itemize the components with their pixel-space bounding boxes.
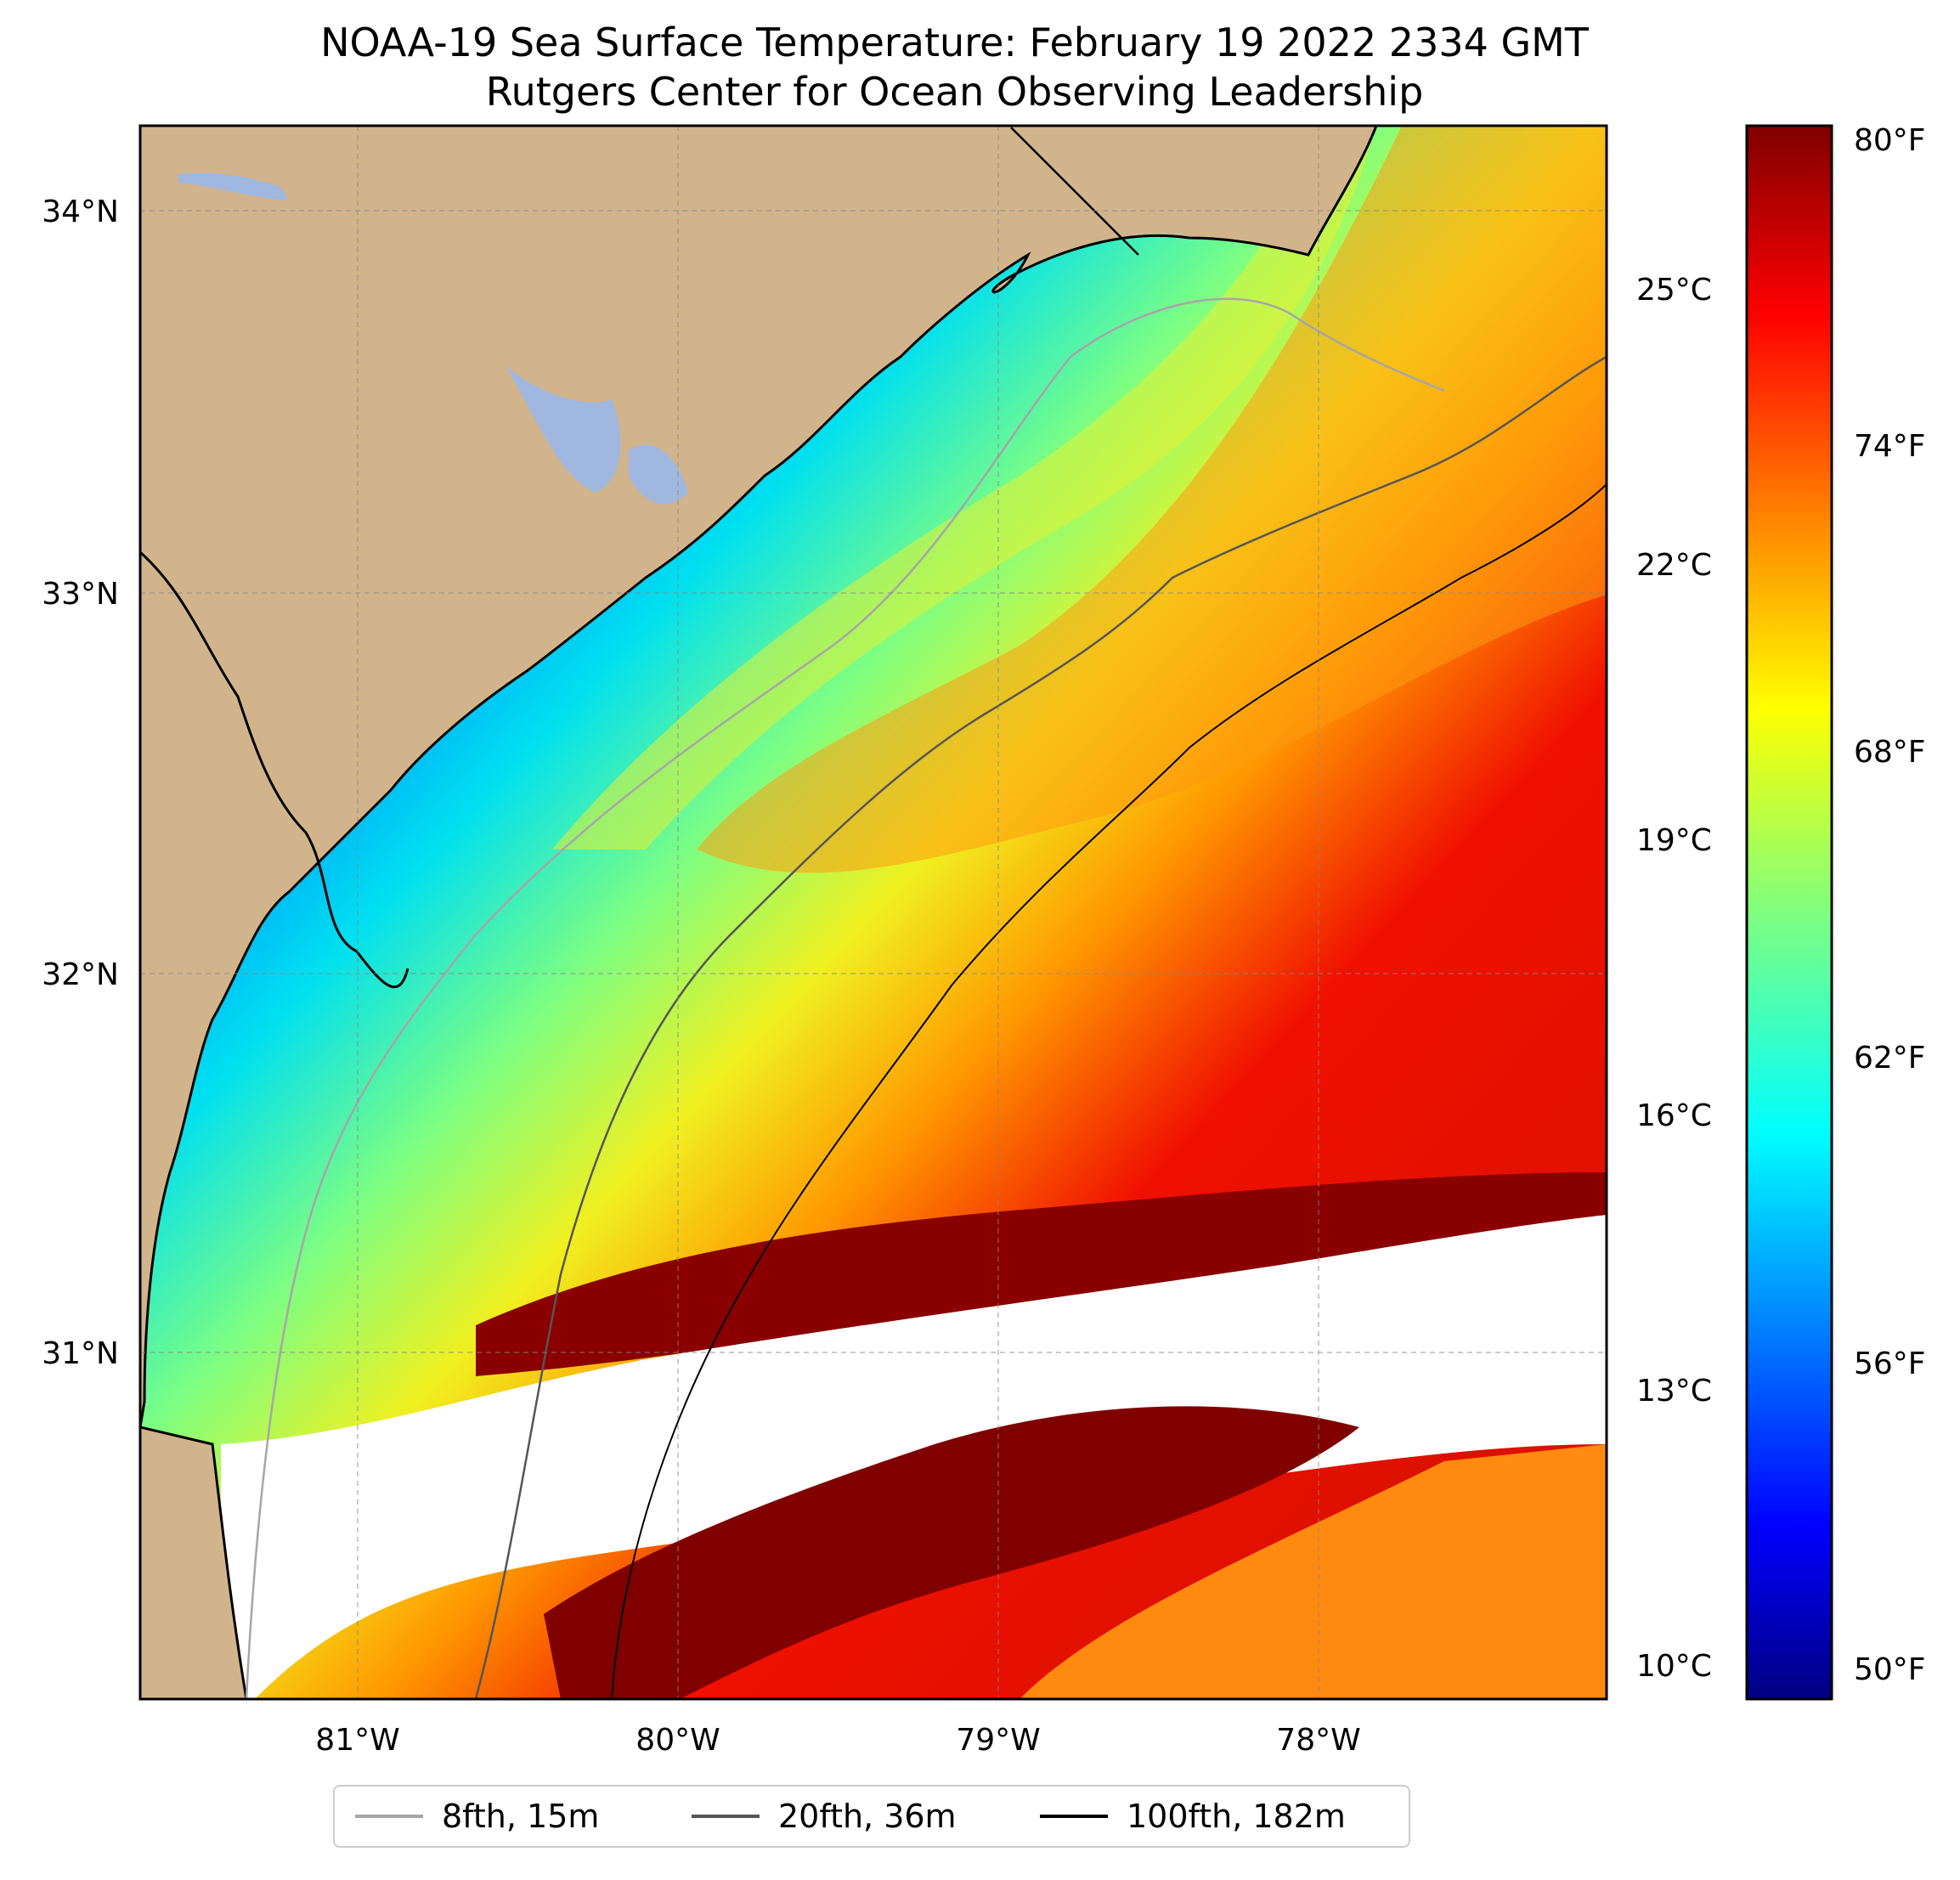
colorbar-c-13: 13°C (1636, 1374, 1712, 1409)
colorbar-c-22: 22°C (1636, 548, 1712, 583)
sst-warm-band (697, 126, 1607, 873)
colorbar-f-68: 68°F (1854, 735, 1926, 770)
sst-yellow-band (552, 126, 1376, 850)
chart-title: NOAA-19 Sea Surface Temperature: Februar… (320, 20, 1589, 65)
colorbar-c-19: 19°C (1636, 823, 1712, 858)
sst-dark-band (476, 1172, 1607, 1376)
gridlines (140, 126, 1607, 1699)
legend-item-15m: 8fth, 15m (355, 1787, 599, 1846)
colorbar-f-56: 56°F (1854, 1346, 1926, 1381)
land-mass (140, 126, 1378, 1699)
colorbar-f-62: 62°F (1854, 1041, 1926, 1075)
colorbar-c-16: 16°C (1636, 1098, 1712, 1133)
legend-item-182m: 100fth, 182m (1040, 1787, 1346, 1846)
lat-label-32: 32°N (42, 957, 119, 992)
colorbar (1745, 124, 1833, 1701)
lat-label-31: 31°N (42, 1336, 119, 1371)
lake-west (629, 444, 688, 505)
lon-label-81: 81°W (315, 1723, 399, 1758)
legend-label: 20fth, 36m (778, 1798, 957, 1835)
lake-moultrie (506, 365, 621, 493)
state-border (140, 550, 410, 989)
lake-marion (178, 172, 289, 200)
lon-label-78: 78°W (1276, 1723, 1360, 1758)
colorbar-f-80: 80°F (1854, 123, 1926, 158)
map-frame (138, 124, 1608, 1701)
colorbar-f-74: 74°F (1854, 429, 1926, 464)
isobath-legend: 8fth, 15m 20fth, 36m 100fth, 182m (333, 1785, 1410, 1848)
legend-label: 100fth, 182m (1127, 1798, 1346, 1835)
legend-swatch (355, 1815, 423, 1818)
isobath-15m (245, 297, 1445, 1699)
lon-label-80: 80°W (635, 1723, 720, 1758)
lon-label-79: 79°W (956, 1723, 1040, 1758)
colorbar-c-25: 25°C (1636, 273, 1712, 308)
legend-swatch (692, 1815, 760, 1818)
state-border-nc (1010, 127, 1139, 256)
colorbar-f-50: 50°F (1854, 1652, 1926, 1687)
sst-south-orange (1020, 1444, 1607, 1699)
isobath-182m (611, 483, 1607, 1699)
legend-item-36m: 20fth, 36m (692, 1787, 957, 1846)
legend-label: 8fth, 15m (442, 1798, 600, 1835)
chart-subtitle: Rutgers Center for Ocean Observing Leade… (485, 69, 1424, 115)
colorbar-c-10: 10°C (1636, 1649, 1712, 1684)
legend-swatch (1040, 1815, 1108, 1818)
isobath-36m (474, 355, 1607, 1699)
sst-south-blob (544, 1406, 1359, 1699)
lat-label-33: 33°N (42, 577, 119, 612)
lat-label-34: 34°N (42, 195, 119, 229)
